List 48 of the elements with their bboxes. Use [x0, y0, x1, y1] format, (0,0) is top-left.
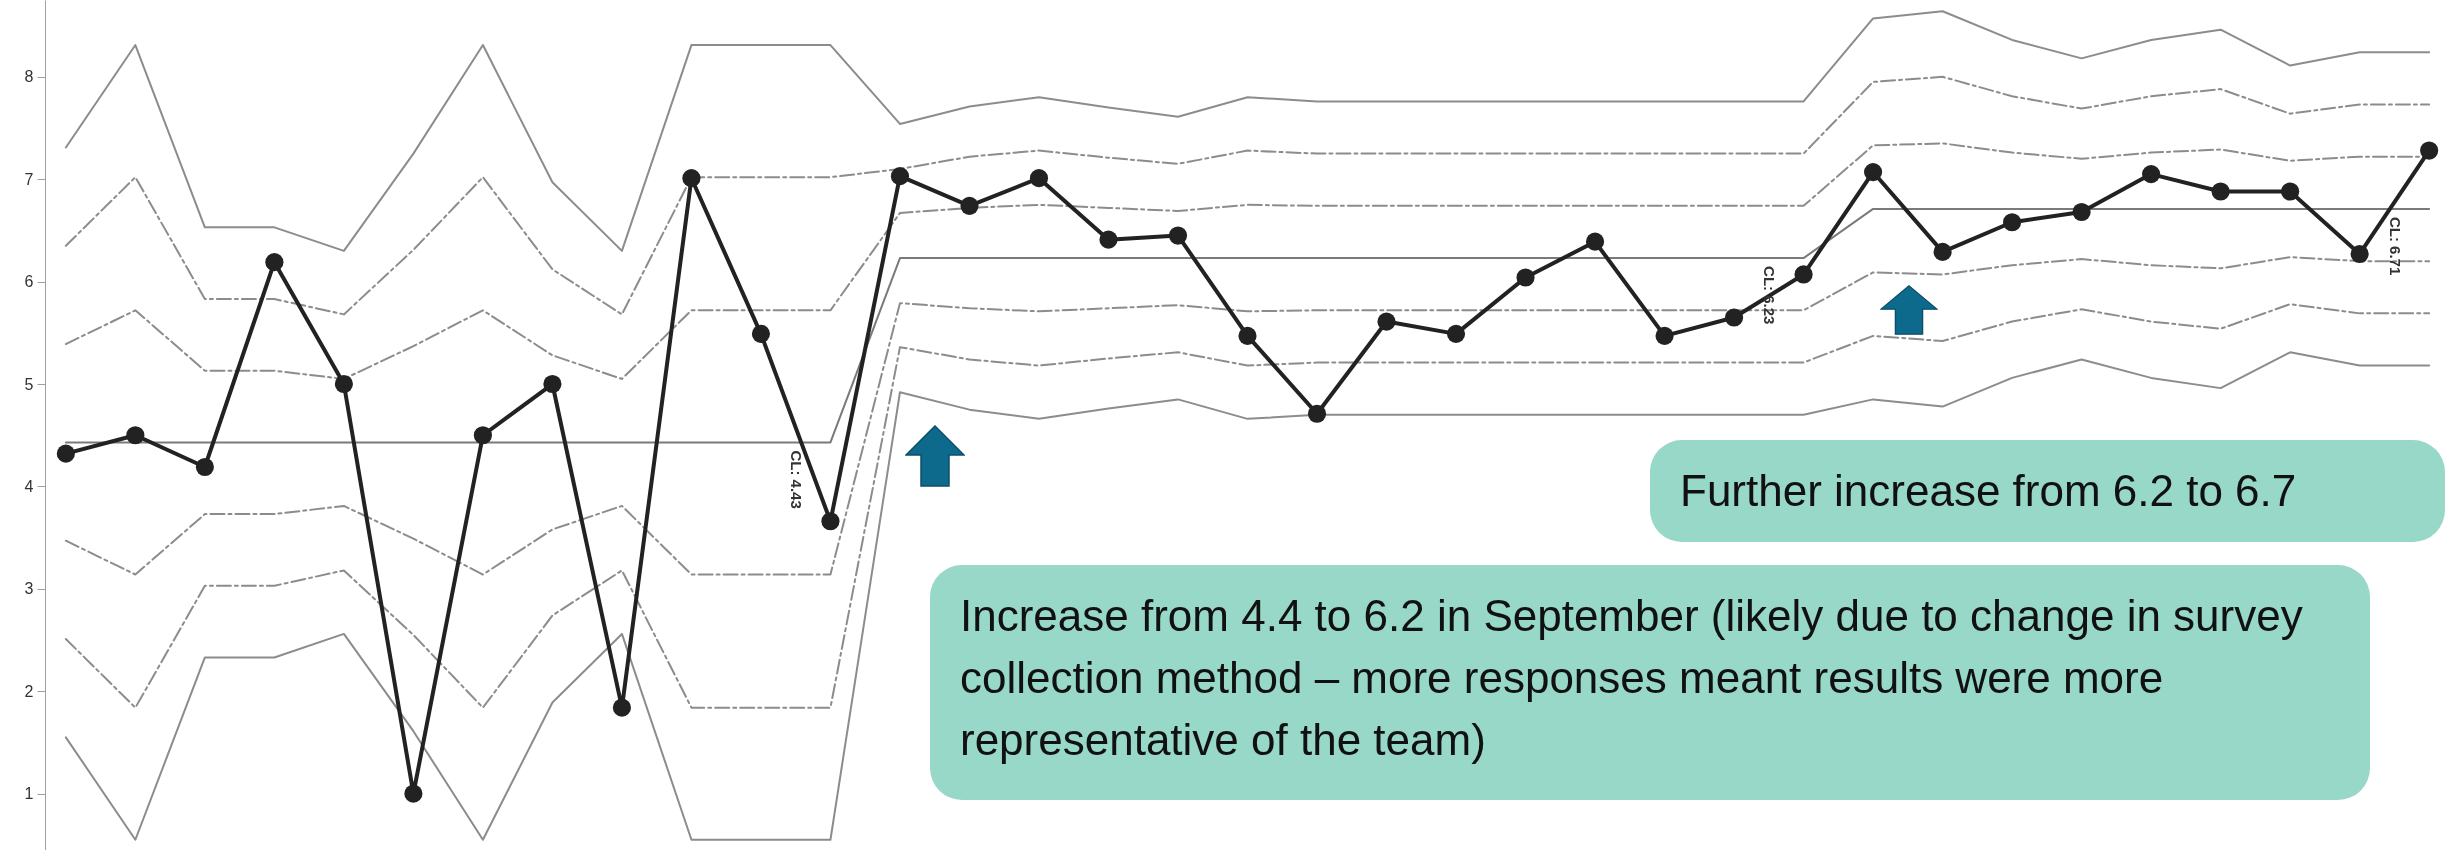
callout-box: Increase from 4.4 to 6.2 in September (likely due to change in survey collection method – more responses meant results were more representative of the team)	[930, 565, 2370, 800]
line-series	[64, 351, 2431, 841]
point	[2072, 202, 2091, 222]
point	[2281, 182, 2300, 201]
point	[682, 169, 701, 188]
callout-box: Further increase from 6.2 to 6.7	[1650, 440, 2445, 542]
point	[1099, 230, 1118, 249]
point	[1933, 242, 1952, 261]
y-tick-label: 2	[24, 682, 34, 700]
point	[473, 426, 492, 445]
point	[2142, 165, 2161, 184]
point	[2003, 213, 2022, 232]
point	[1516, 268, 1535, 287]
y-tick-label: 7	[24, 170, 34, 188]
point	[1446, 324, 1466, 343]
point	[56, 444, 75, 463]
point	[334, 374, 353, 394]
point	[2211, 182, 2230, 201]
point	[1238, 326, 1257, 345]
y-tick-label: 3	[24, 580, 34, 598]
point	[195, 457, 214, 477]
point	[1307, 404, 1327, 423]
point	[1029, 169, 1049, 188]
y-tick-label: 8	[24, 68, 34, 86]
point	[960, 196, 979, 215]
point	[890, 167, 910, 186]
y-tick-label: 1	[24, 785, 34, 803]
point	[612, 698, 631, 717]
point	[821, 512, 840, 531]
point	[2350, 244, 2369, 264]
y-tick-label: 5	[24, 375, 34, 393]
point	[265, 253, 284, 272]
point	[1585, 232, 1605, 251]
point	[2420, 141, 2439, 160]
point	[751, 324, 771, 343]
point	[1794, 265, 1813, 284]
point	[1168, 226, 1188, 245]
point	[1377, 312, 1396, 331]
point	[1655, 326, 1674, 345]
y-tick-label: 4	[24, 477, 34, 495]
point	[404, 784, 423, 803]
annotation: CL: 6.71	[2386, 216, 2404, 276]
annotation: CL: 4.43	[787, 450, 805, 509]
point	[126, 426, 145, 445]
point	[1864, 162, 1883, 182]
y-tick-label: 6	[24, 273, 34, 291]
point	[543, 374, 562, 394]
point	[1724, 308, 1744, 327]
